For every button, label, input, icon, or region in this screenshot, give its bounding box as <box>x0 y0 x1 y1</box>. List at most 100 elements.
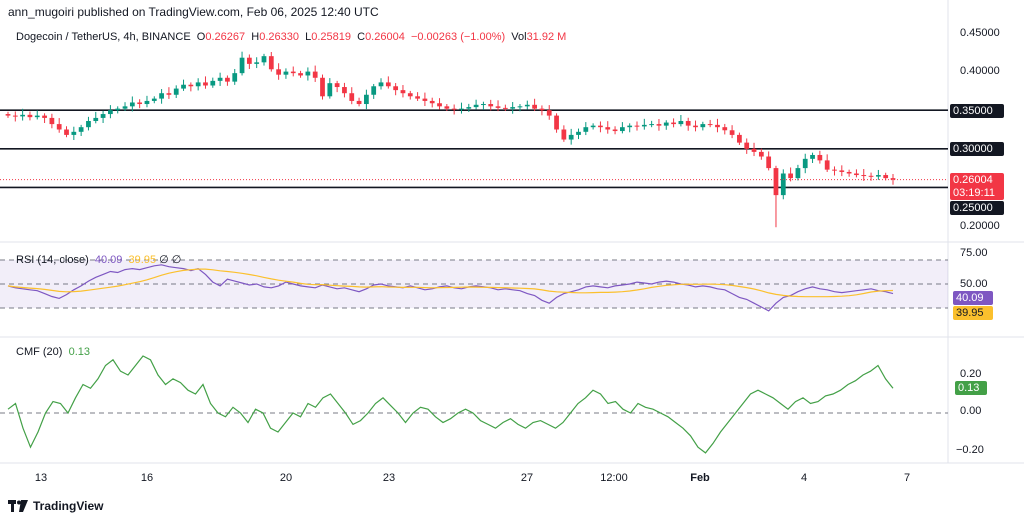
symbol-legend: Dogecoin / TetherUS, 4h, BINANCE O0.2626… <box>16 31 566 43</box>
candle-body <box>305 71 311 76</box>
candle-body <box>517 106 523 108</box>
candle-body <box>415 96 420 99</box>
candle-body <box>817 154 823 161</box>
candle-body <box>298 73 303 76</box>
candle-body <box>590 125 596 128</box>
candle-body <box>576 131 581 135</box>
rsi-value-tag: 40.09 <box>953 291 993 305</box>
candle-body <box>758 151 764 157</box>
rsi-value: 40.09 <box>94 254 123 266</box>
resistance-tag-035: 0.35000 <box>950 104 1004 118</box>
candle-body <box>437 103 442 107</box>
candle-body <box>583 127 589 132</box>
null-icon: ∅ <box>159 254 169 266</box>
candle-body <box>795 168 801 179</box>
candle-body <box>890 178 896 180</box>
time-axis-label: 4 <box>800 472 808 484</box>
symbol-name[interactable]: Dogecoin / TetherUS, 4h, BINANCE <box>16 31 191 43</box>
candle-body <box>810 154 815 159</box>
open-value: 0.26267 <box>205 31 246 43</box>
candle-body <box>539 108 545 111</box>
candle-body <box>641 124 647 127</box>
time-axis-label: 12:00 <box>600 472 628 484</box>
candle-body <box>568 134 574 140</box>
low-value: 0.25819 <box>311 31 351 43</box>
candle-body <box>481 104 486 106</box>
candle-body <box>181 84 186 89</box>
candle-body <box>203 82 208 86</box>
rsi-ma-value: 39.95 <box>128 254 157 266</box>
candle-body <box>722 127 728 131</box>
candle-body <box>276 69 281 75</box>
candle-body <box>100 114 106 118</box>
candle-body <box>115 108 121 111</box>
volume-value: 31.92 M <box>526 31 567 43</box>
candle-body <box>188 84 194 87</box>
rsi-title[interactable]: RSI (14, close) <box>16 254 89 266</box>
high-value: 0.26330 <box>259 31 299 43</box>
candle-body <box>620 127 625 132</box>
candle-body <box>378 82 384 87</box>
candle-body <box>144 100 150 105</box>
time-axis-label: 13 <box>34 472 48 484</box>
candle-body <box>715 124 720 128</box>
cmf-value: 0.13 <box>68 346 90 358</box>
candle-body <box>12 115 18 117</box>
time-axis-label: 27 <box>520 472 534 484</box>
cmf-axis-label: −0.20 <box>956 444 984 456</box>
candle-body <box>385 82 391 87</box>
candle-body <box>64 129 69 135</box>
candle-body <box>495 106 501 108</box>
candle-body <box>108 110 113 115</box>
candle-body <box>122 106 128 109</box>
candle-body <box>473 104 479 108</box>
candle-body <box>78 127 84 132</box>
candle-body <box>327 83 333 97</box>
candle-body <box>129 102 135 107</box>
candle-body <box>868 175 874 177</box>
candle-body <box>663 122 669 126</box>
candle-body <box>524 104 530 107</box>
candle-body <box>649 124 655 126</box>
candle-body <box>283 71 289 75</box>
cmf-axis-label: 0.20 <box>960 368 982 380</box>
candle-body <box>210 80 216 86</box>
cmf-value-tag: 0.13 <box>955 381 987 395</box>
candle-body <box>86 121 91 128</box>
candle-body <box>832 169 837 171</box>
candle-body <box>546 110 552 116</box>
candle-body <box>532 104 537 109</box>
candle-body <box>312 71 318 78</box>
rsi-band-background <box>0 260 948 308</box>
time-axis-label: 20 <box>279 472 293 484</box>
candle-body <box>246 57 252 64</box>
candle-body <box>737 134 742 143</box>
candle-body <box>598 125 603 128</box>
candle-body <box>93 117 99 122</box>
candle-body <box>137 102 143 105</box>
candle-body <box>71 131 77 135</box>
resistance-tag-030: 0.30000 <box>950 142 1004 156</box>
candle-body <box>261 56 267 63</box>
candle-body <box>824 160 830 170</box>
candle-body <box>605 127 611 130</box>
candle-body <box>20 114 26 117</box>
price-axis-label: 0.20000 <box>960 220 1000 232</box>
volume-label: Vol <box>511 31 527 43</box>
rsi-legend: RSI (14, close) 40.09 39.95 ∅ ∅ <box>16 253 181 266</box>
candle-body <box>656 124 662 126</box>
cmf-legend: CMF (20) 0.13 <box>16 346 90 358</box>
rsi-axis-label: 75.00 <box>960 247 988 259</box>
candle-body <box>459 108 464 110</box>
candle-body <box>334 83 340 88</box>
time-axis-label: Feb <box>690 472 710 484</box>
candle-body <box>400 90 406 94</box>
candle-body <box>488 104 494 107</box>
candle-body <box>173 88 179 95</box>
candle-body <box>356 100 362 105</box>
candle-body <box>407 93 413 97</box>
candle-body <box>239 57 245 74</box>
cmf-title[interactable]: CMF (20) <box>16 346 63 358</box>
candle-body <box>780 173 786 196</box>
